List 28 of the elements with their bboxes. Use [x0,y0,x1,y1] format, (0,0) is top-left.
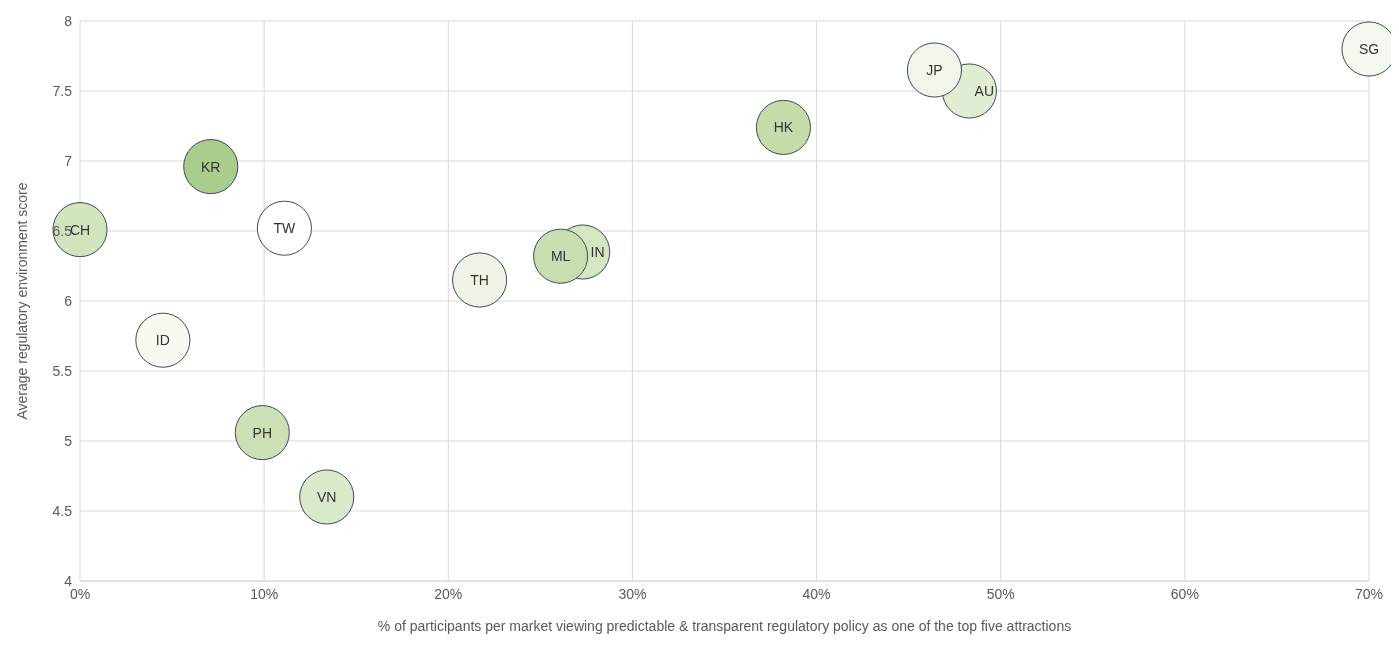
series-label: KR [201,158,221,175]
x-tick-label: 30% [618,585,647,602]
y-tick-label: 7.5 [52,82,73,99]
x-tick-label: 10% [250,585,279,602]
x-tick-label: 40% [802,585,831,602]
series-label: AU [974,83,995,99]
series-label: IN [590,244,605,260]
y-tick-label: 4.5 [52,502,73,519]
series-label: SG [1358,41,1380,57]
y-axis-title: Average regulatory environment score [13,182,30,420]
x-tick-label: 70% [1354,585,1384,602]
series-label: ID [155,332,170,349]
series-label: JP [926,62,943,78]
x-tick-label: 60% [1170,585,1199,602]
y-tick-label: 5 [64,432,73,449]
x-axis-title: % of participants per market viewing predictable & transparent regulatory policy as one of the top five attractions [377,618,1072,634]
series-label: PH [252,424,273,441]
x-tick-label: 50% [986,585,1015,602]
series-label: TH [470,272,489,288]
y-tick-label: 6 [64,292,73,309]
series-label: ML [550,248,571,265]
y-tick-label: 8 [64,12,73,29]
series-label: HK [773,119,794,136]
y-tick-label: 7 [64,152,73,169]
x-tick-label: 20% [434,585,463,602]
y-tick-label: 5.5 [52,362,73,379]
series-label: TW [273,220,297,237]
series-label: VN [317,489,337,505]
